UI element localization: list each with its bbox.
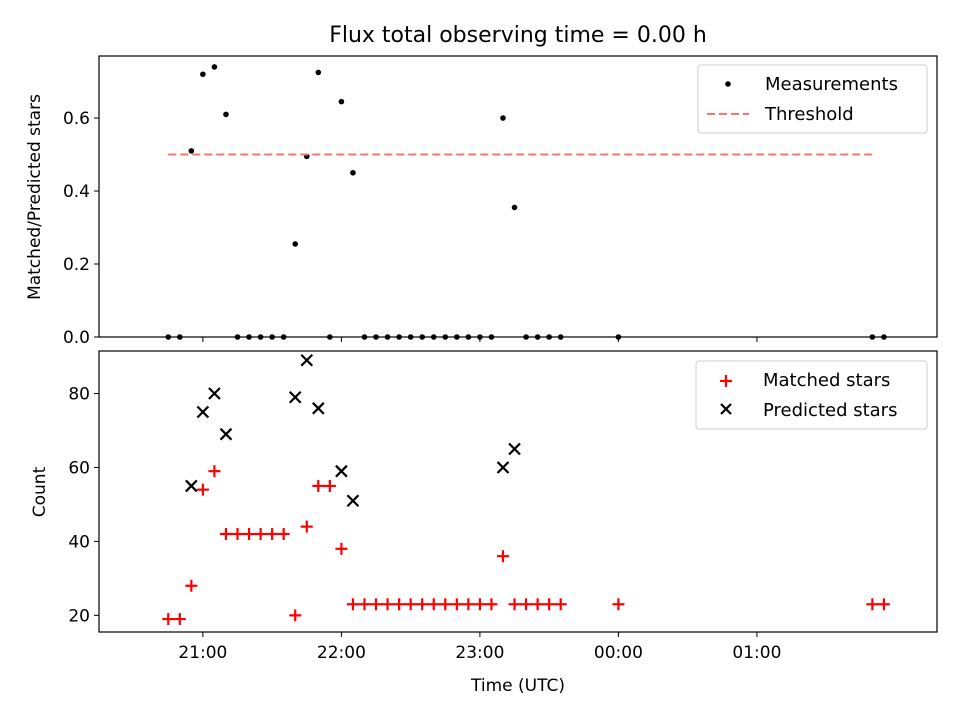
matched-point: [162, 613, 175, 626]
x-tick-label: 23:00: [455, 643, 504, 663]
y-tick-label: 0.0: [63, 328, 90, 348]
matched-legend-marker: [720, 375, 732, 387]
y-tick-label: 80: [68, 385, 90, 405]
predicted-point: [196, 405, 210, 419]
matched-point: [496, 550, 509, 563]
y-tick-label: 20: [68, 606, 90, 626]
matched-point: [196, 483, 209, 496]
ratio-legend-frame: [697, 64, 928, 134]
matched-point: [243, 528, 256, 541]
measurement-point: [188, 148, 195, 154]
measurements-legend-marker: [725, 81, 731, 87]
matched-point: [254, 528, 267, 541]
y-tick-label: 60: [68, 458, 90, 478]
predicted-point: [312, 402, 325, 415]
predicted-point: [185, 479, 198, 493]
matched-point: [612, 598, 625, 611]
matched-point: [346, 598, 359, 611]
x-tick-label: 21:00: [178, 643, 227, 663]
count-legend: Matched stars Predicted stars: [695, 360, 928, 430]
matched-point: [358, 598, 371, 611]
matched-point: [185, 579, 198, 592]
predicted-point: [288, 390, 302, 404]
matched-legend-label: Matched stars: [763, 370, 890, 391]
x-tick-label: 22:00: [317, 643, 366, 663]
measurement-point: [500, 115, 506, 121]
predicted-point: [219, 427, 233, 441]
predicted-point: [300, 353, 314, 367]
predicted-point: [208, 387, 221, 400]
matched-point: [427, 598, 440, 611]
ratio-panel: 0.0 0.2 0.4 0.6 Matched/Predicted stars Mea…: [25, 55, 938, 348]
matched-point: [450, 598, 463, 611]
matched-point: [543, 598, 556, 611]
x-tick-label: 01:00: [732, 643, 781, 663]
matched-point: [416, 598, 429, 611]
matched-point: [219, 528, 232, 541]
matched-point: [520, 598, 533, 611]
matched-point: [208, 465, 221, 478]
ratio-axes: 0.0 0.2 0.4 0.6: [63, 109, 758, 348]
predicted-point: [335, 464, 348, 478]
matched-point: [335, 542, 348, 555]
measurement-point: [200, 71, 206, 78]
matched-point: [381, 598, 394, 611]
count-plot-frame: [98, 350, 938, 633]
matched-point: [231, 528, 244, 541]
y-tick-label: 0.6: [63, 109, 90, 129]
count-legend-frame: [695, 360, 928, 430]
ratio-plot-frame: [98, 55, 938, 338]
x-axis-label: Time (UTC): [470, 676, 565, 696]
measurement-point: [338, 98, 345, 105]
matched-point: [289, 609, 302, 622]
matched-point: [485, 598, 498, 611]
predicted-point: [496, 461, 510, 474]
matched-point: [404, 598, 417, 611]
count-marks: [162, 353, 890, 626]
ratio-y-axis-label: Matched/Predicted stars: [25, 94, 45, 300]
measurement-point: [315, 69, 322, 76]
matched-point: [393, 598, 406, 611]
y-tick-label: 0.4: [63, 182, 90, 202]
matched-point: [370, 598, 383, 611]
measurements-legend-label: Measurements: [765, 74, 898, 95]
matched-point: [439, 598, 452, 611]
matched-point: [300, 520, 313, 533]
measurement-point: [511, 204, 518, 211]
matched-point: [866, 598, 879, 611]
count-y-axis-label: Count: [30, 466, 50, 517]
predicted-point: [508, 442, 521, 456]
matched-point: [323, 479, 336, 492]
predicted-legend-marker: [720, 403, 732, 415]
y-tick-label: 40: [68, 532, 90, 552]
predicted-legend-label: Predicted stars: [763, 400, 897, 421]
measurement-point: [292, 241, 299, 247]
matched-point: [266, 528, 279, 541]
x-tick-label: 00:00: [594, 643, 643, 663]
count-axes: 20 40 60 80 21:00 22:00 23:00 00:00 01:00: [68, 385, 781, 663]
matched-point: [277, 528, 290, 541]
threshold-legend-label: Threshold: [764, 104, 854, 125]
matched-point: [462, 598, 475, 611]
figure-title: Flux total observing time = 0.00 h: [329, 23, 707, 48]
matched-point: [877, 598, 890, 611]
measurement-point: [211, 64, 218, 70]
measurement-point: [350, 169, 356, 176]
predicted-point: [346, 494, 360, 508]
matched-point: [531, 598, 544, 611]
matched-point: [554, 598, 567, 611]
matched-point: [473, 598, 486, 611]
ratio-legend: Measurements Threshold: [697, 64, 928, 134]
measurement-point: [223, 111, 229, 118]
y-tick-label: 0.2: [63, 255, 90, 275]
matched-point: [312, 479, 325, 492]
matched-point: [173, 613, 186, 626]
matched-point: [508, 598, 521, 611]
